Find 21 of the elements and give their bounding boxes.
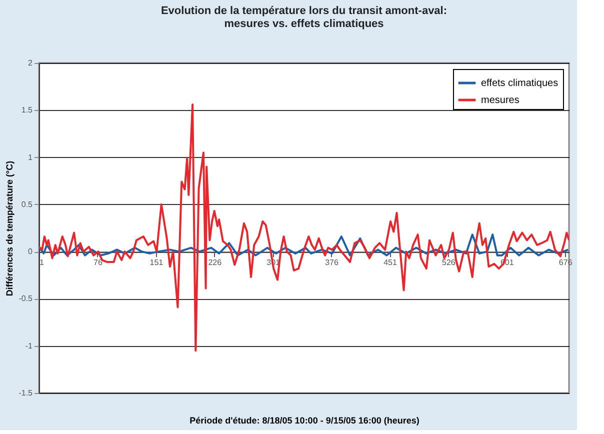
x-tick-label: 151 (150, 258, 164, 268)
y-tick-label: 1.5 (21, 106, 34, 115)
legend-label: effets climatiques (481, 78, 558, 89)
x-tick-label: 76 (94, 258, 103, 268)
x-tick-label: 1 (40, 258, 44, 268)
y-tick-label: 1 (28, 152, 34, 162)
x-tick-label: 226 (208, 258, 222, 268)
y-tick-label: -1 (25, 341, 34, 350)
x-tick-label: 376 (325, 258, 339, 268)
y-tick-label: 0 (28, 247, 34, 256)
x-axis-title: Période d'étude: 8/18/05 10:00 - 9/15/05 16:00 (heures) (190, 416, 420, 426)
y-axis-title: Différences de température (°C) (4, 160, 15, 296)
chart-title: Evolution de la température lors du transit amont-aval: mesures vs. effets climatiques (160, 5, 448, 30)
legend-label: mesures (481, 95, 520, 106)
y-tick-label: -1.5 (18, 388, 34, 398)
y-tick-label: 2 (28, 58, 34, 68)
y-tick-label: 0.5 (21, 200, 34, 209)
line-series (39, 234, 569, 256)
x-tick-label: 451 (384, 258, 398, 268)
y-tick-label: -0.5 (18, 294, 34, 304)
x-tick-label: 526 (442, 258, 456, 268)
